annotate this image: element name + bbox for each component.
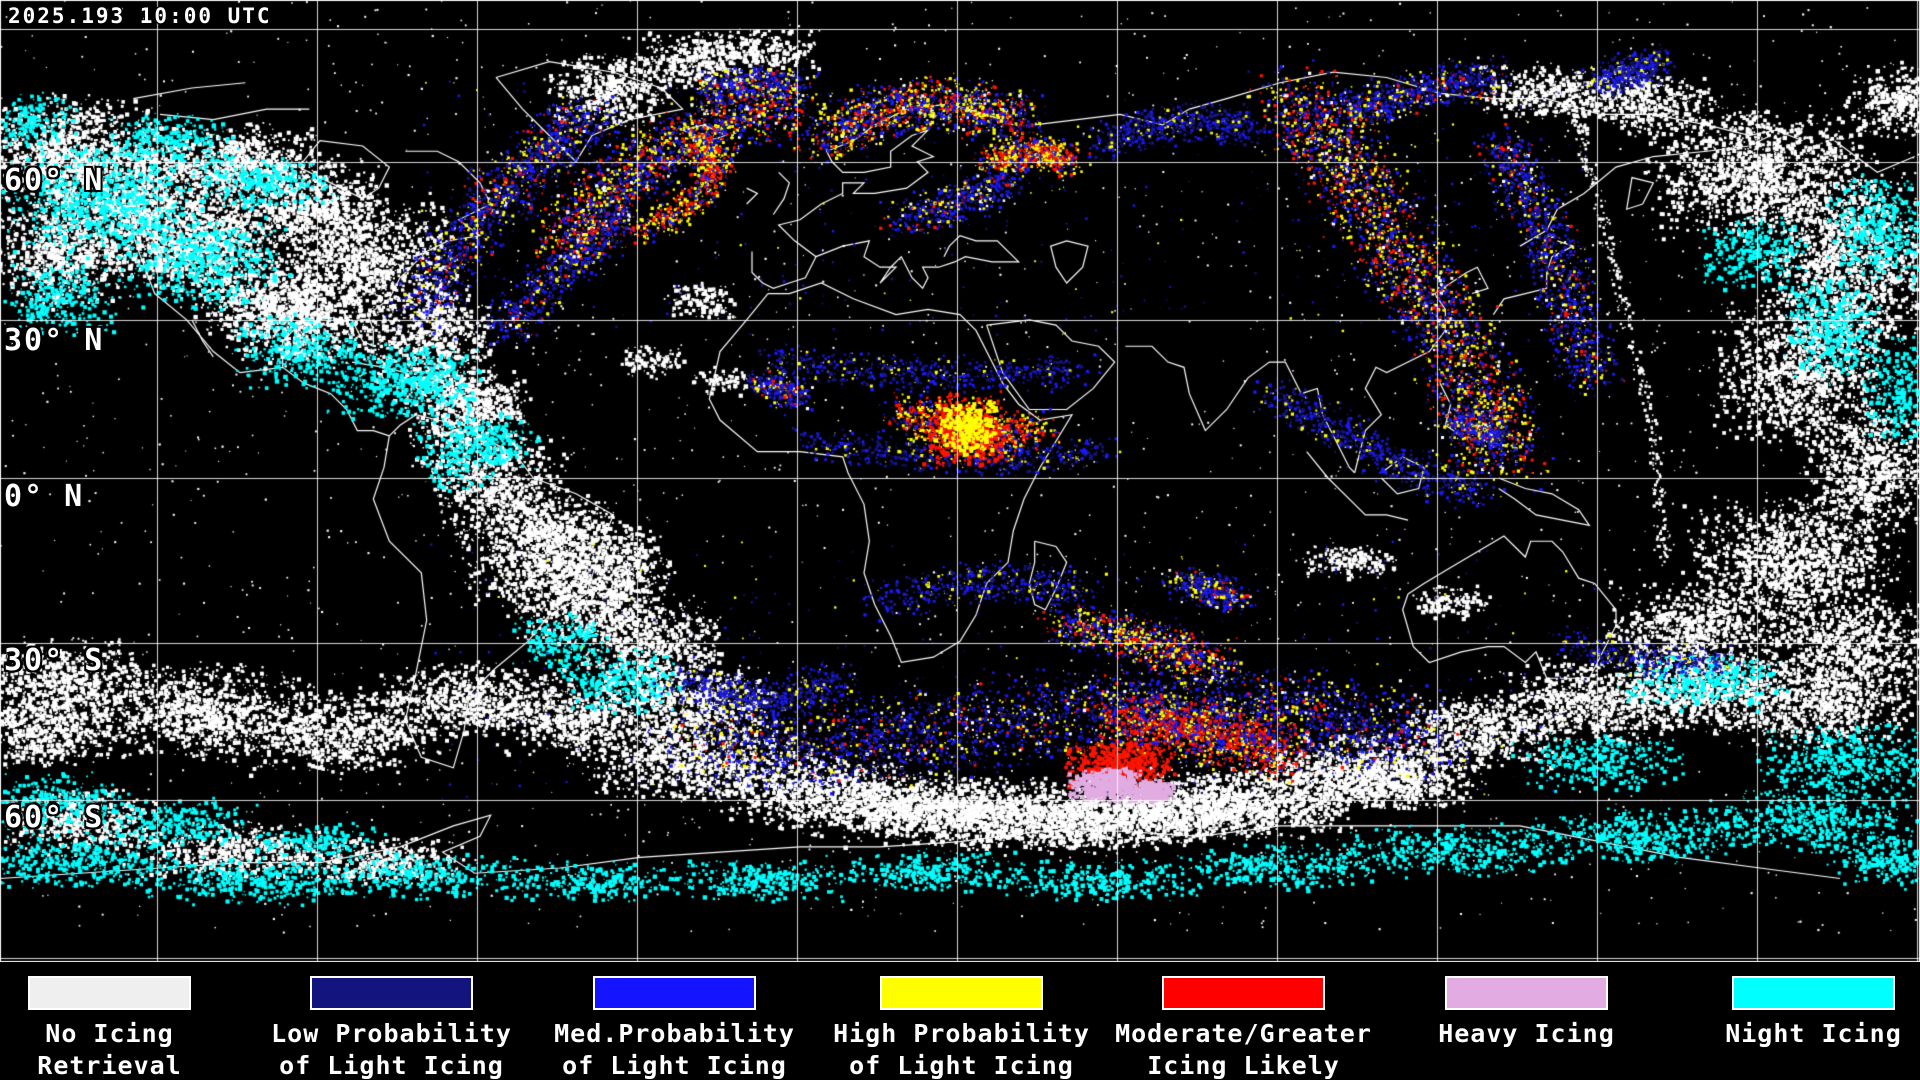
- latitude-label: 0° N: [4, 479, 85, 514]
- legend-swatch-night-icing: [1732, 976, 1895, 1010]
- legend-swatch-low-probability: [310, 976, 473, 1010]
- legend-swatch-heavy-icing: [1445, 976, 1608, 1010]
- legend-label-line: of Light Icing: [279, 1051, 504, 1080]
- legend-item-moderate-greater: Moderate/Greater Icing Likely: [1115, 976, 1371, 1080]
- legend-label-no-icing-retrieval: No Icing Retrieval: [0, 1018, 260, 1080]
- legend-label-low-probability: Low Probability of Light Icing: [241, 1018, 542, 1080]
- legend-label-line: Moderate/Greater: [1115, 1019, 1372, 1048]
- legend-label-line: of Light Icing: [849, 1051, 1074, 1080]
- legend-swatch-moderate-greater: [1162, 976, 1325, 1010]
- legend-label-high-probability: High Probability of Light Icing: [811, 1018, 1112, 1080]
- legend-swatch-med-probability: [593, 976, 756, 1010]
- legend-label-med-probability: Med.Probability of Light Icing: [524, 1018, 825, 1080]
- legend-item-night-icing: Night Icing: [1725, 976, 1901, 1050]
- legend-item-high-probability: High Probability of Light Icing: [833, 976, 1089, 1080]
- legend-item-no-icing-retrieval: No Icing Retrieval: [28, 976, 191, 1080]
- latitude-label: 30° N: [4, 323, 105, 358]
- world-map-canvas: [0, 0, 1920, 962]
- legend-label-line: High Probability: [833, 1019, 1090, 1048]
- legend-label-line: Med.Probability: [554, 1019, 795, 1048]
- latitude-label: 60° S: [4, 800, 105, 835]
- legend-label-line: No Icing: [45, 1019, 174, 1048]
- latitude-label: 30° S: [4, 643, 105, 678]
- legend-label-line: Night Icing: [1725, 1019, 1902, 1048]
- legend-label-night-icing: Night Icing: [1663, 1018, 1920, 1050]
- legend-item-med-probability: Med.Probability of Light Icing: [554, 976, 794, 1080]
- legend-label-line: of Light Icing: [562, 1051, 787, 1080]
- legend-swatch-high-probability: [880, 976, 1043, 1010]
- legend-swatch-no-icing-retrieval: [28, 976, 191, 1010]
- legend-label-heavy-icing: Heavy Icing: [1376, 1018, 1677, 1050]
- legend-label-line: Icing Likely: [1147, 1051, 1340, 1080]
- legend-label-moderate-greater: Moderate/Greater Icing Likely: [1093, 1018, 1394, 1080]
- legend-item-heavy-icing: Heavy Icing: [1438, 976, 1614, 1050]
- legend-item-low-probability: Low Probability of Light Icing: [271, 976, 511, 1080]
- timestamp: 2025.193 10:00 UTC: [8, 4, 272, 28]
- legend-label-line: Heavy Icing: [1438, 1019, 1615, 1048]
- legend-label-line: Retrieval: [37, 1051, 182, 1080]
- latitude-label: 60° N: [4, 163, 105, 198]
- legend-label-line: Low Probability: [271, 1019, 512, 1048]
